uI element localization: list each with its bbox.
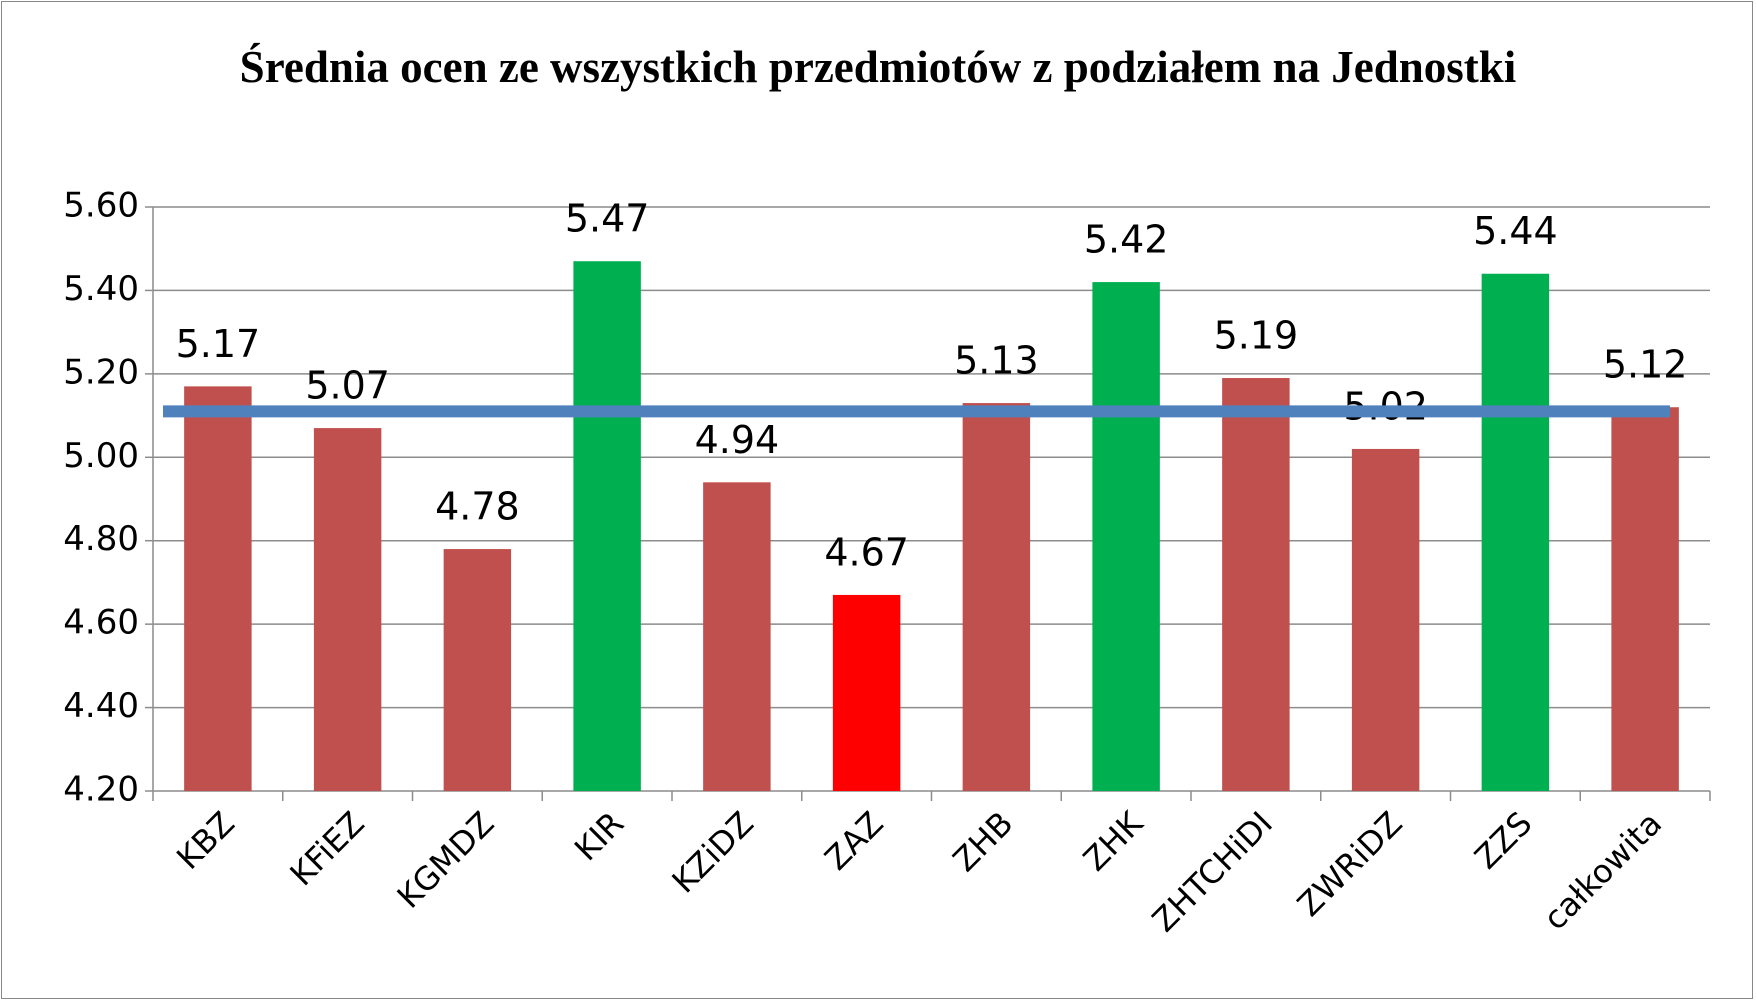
bar [443, 549, 512, 791]
x-tick-label: KGMDZ [390, 804, 502, 916]
x-tick-label: ZHK [1076, 803, 1151, 878]
data-label: 4.94 [695, 418, 780, 462]
bar [703, 482, 771, 791]
data-label: 4.67 [824, 530, 909, 574]
data-label: 4.78 [435, 485, 520, 529]
x-tick-label: ZAZ [817, 804, 890, 877]
data-label: 5.13 [954, 339, 1039, 383]
data-label: 5.17 [176, 322, 261, 366]
x-tick-label: KBZ [169, 804, 242, 877]
data-label: 5.19 [1214, 314, 1299, 358]
y-tick-label: 4.40 [63, 686, 139, 726]
y-tick-label: 5.20 [63, 352, 139, 392]
y-tick-label: 4.20 [63, 770, 139, 810]
bar [1222, 378, 1290, 791]
bar [313, 428, 382, 791]
bar [832, 594, 901, 791]
x-tick-label: ZZS [1467, 804, 1539, 876]
x-tick-label: ZHB [945, 804, 1020, 879]
data-label: 5.47 [565, 197, 650, 241]
chart-title: Średnia ocen ze wszystkich przedmiotów z… [239, 42, 1517, 92]
x-tick-label: KIR [567, 804, 631, 868]
data-label: 5.07 [305, 364, 390, 408]
data-label: 5.12 [1603, 343, 1688, 387]
bar [962, 403, 1031, 791]
bar [1092, 282, 1160, 791]
bar [184, 386, 252, 791]
y-tick-label: 5.40 [63, 269, 139, 309]
y-tick-label: 4.80 [63, 519, 139, 559]
x-tick-label: KFiEZ [282, 804, 371, 893]
x-tick-label: KZiDZ [664, 804, 760, 900]
data-label: 5.42 [1084, 218, 1169, 262]
data-label: 5.44 [1473, 209, 1558, 253]
x-tick-label: ZWRiDZ [1290, 804, 1410, 924]
x-tick-label: całkowita [1536, 804, 1669, 937]
y-tick-label: 5.00 [63, 436, 139, 476]
bar [1351, 448, 1420, 791]
x-tick-label: ZHTCHiDI [1145, 804, 1280, 939]
bar [1611, 407, 1679, 791]
y-tick-label: 5.60 [63, 186, 139, 226]
y-tick-label: 4.60 [63, 603, 139, 643]
bar [573, 261, 641, 791]
bar [1481, 273, 1550, 791]
